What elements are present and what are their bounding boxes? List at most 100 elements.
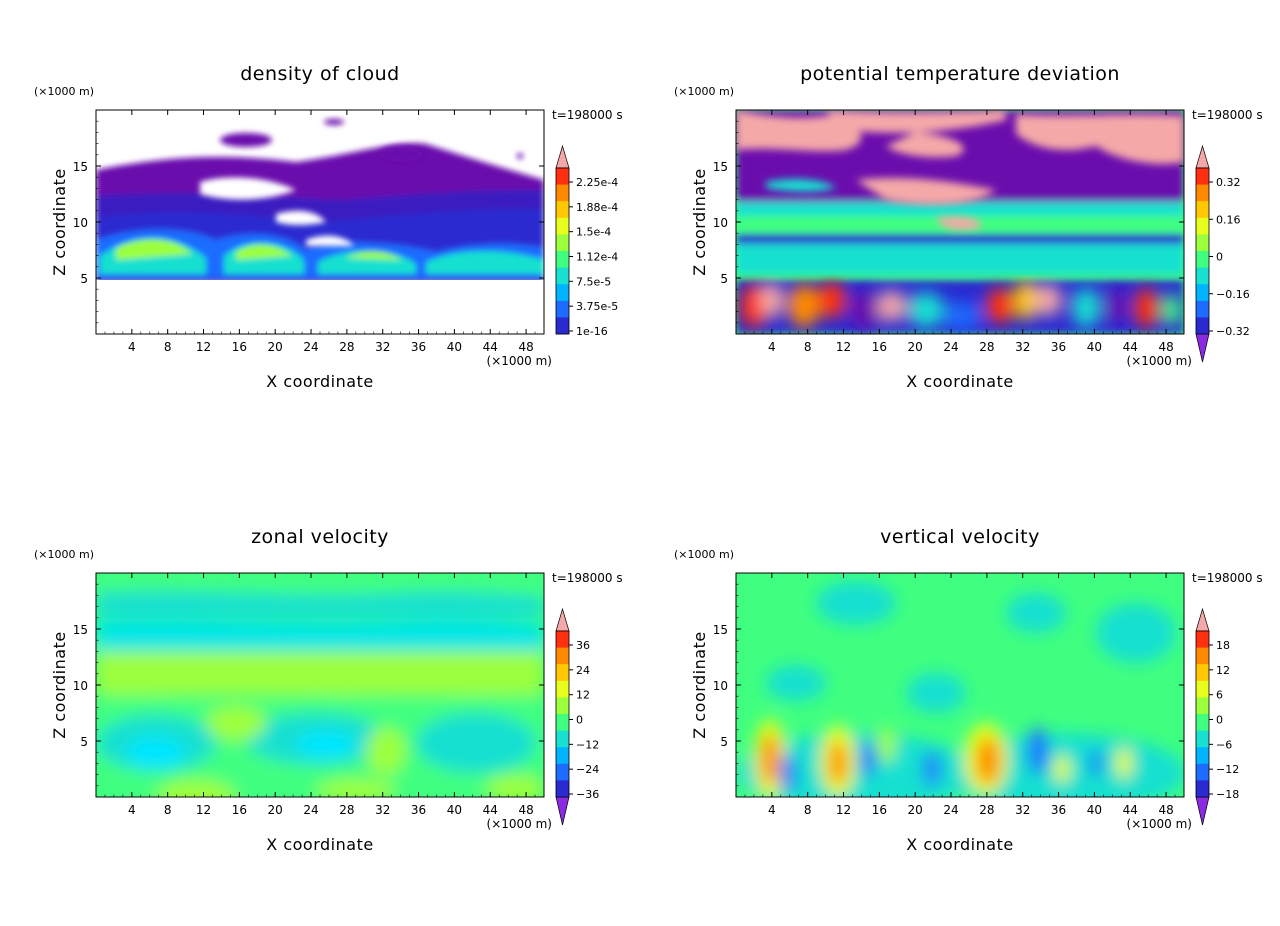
colorbar-band bbox=[556, 317, 569, 335]
colorbar-band bbox=[1196, 217, 1209, 235]
x-tick-label: 4 bbox=[768, 340, 776, 354]
colorbar-label: 6 bbox=[1216, 689, 1223, 702]
colorbar-band bbox=[1196, 267, 1209, 285]
colorbar-band bbox=[556, 184, 569, 202]
colorbar-band bbox=[1196, 747, 1209, 765]
x-tick-label: 48 bbox=[1158, 803, 1173, 817]
time-label: t=198000 s bbox=[552, 571, 623, 585]
x-tick-label: 28 bbox=[979, 803, 994, 817]
x-tick-label: 12 bbox=[196, 803, 211, 817]
x-tick-label: 24 bbox=[943, 803, 958, 817]
colorbar-band bbox=[1196, 201, 1209, 219]
colorbar-label: 0.32 bbox=[1216, 176, 1241, 189]
colorbar-band bbox=[1196, 730, 1209, 748]
colorbar-label: 3.75e-5 bbox=[576, 300, 618, 313]
colorbar-label: −0.32 bbox=[1216, 325, 1250, 338]
colorbar-label: 0 bbox=[576, 714, 583, 727]
colorbar: 36 24 12 0 −12 −24 −36 bbox=[555, 607, 599, 826]
colorbar-band bbox=[556, 234, 569, 252]
y-tick-label: 15 bbox=[73, 160, 88, 174]
y-unit-label: (×1000 m) bbox=[34, 85, 94, 98]
x-tick-label: 28 bbox=[979, 340, 994, 354]
x-tick-label: 24 bbox=[303, 340, 318, 354]
colorbar-band bbox=[556, 730, 569, 748]
colorbar-label: 2.25e-4 bbox=[576, 176, 618, 189]
time-label: t=198000 s bbox=[1192, 571, 1263, 585]
panel-1: density of cloud(×1000 m)t=198000 s4 8 12 1… bbox=[34, 63, 623, 391]
colorbar-frame bbox=[1195, 167, 1210, 335]
colorbar-band bbox=[1196, 763, 1209, 781]
y-unit-label: (×1000 m) bbox=[674, 548, 734, 561]
colorbar-frame bbox=[555, 630, 570, 798]
x-tick-label: 4 bbox=[768, 803, 776, 817]
colorbar-label: 1.5e-4 bbox=[576, 226, 611, 239]
y-unit-label: (×1000 m) bbox=[34, 548, 94, 561]
x-tick-label: 8 bbox=[164, 803, 172, 817]
colorbar-label: 0 bbox=[1216, 251, 1223, 264]
y-tick-label: 15 bbox=[73, 623, 88, 637]
colorbar-label: −12 bbox=[576, 738, 599, 751]
colorbar-bottom-arrow bbox=[555, 796, 570, 826]
x-tick-label: 12 bbox=[836, 803, 851, 817]
x-tick-label: 16 bbox=[232, 340, 247, 354]
time-label: t=198000 s bbox=[552, 108, 623, 122]
x-tick-label: 36 bbox=[1051, 340, 1066, 354]
colorbar-band bbox=[556, 680, 569, 698]
colorbar-band bbox=[556, 763, 569, 781]
time-label: t=198000 s bbox=[1192, 108, 1263, 122]
panel-3: zonal velocity(×1000 m)t=198000 s4 8 12 16 2… bbox=[34, 526, 623, 854]
colorbar-label: 36 bbox=[576, 639, 590, 652]
colorbar-label: 0.16 bbox=[1216, 213, 1241, 226]
x-tick-label: 8 bbox=[164, 340, 172, 354]
colorbar-band bbox=[556, 217, 569, 235]
colorbar-band bbox=[556, 714, 569, 732]
colorbar-label: 1.88e-4 bbox=[576, 201, 618, 214]
x-tick-label: 40 bbox=[1087, 340, 1102, 354]
colorbar-band bbox=[1196, 647, 1209, 665]
x-tick-label: 44 bbox=[1123, 803, 1138, 817]
colorbar-top-arrow bbox=[555, 607, 570, 632]
colorbar-label: −0.16 bbox=[1216, 288, 1250, 301]
x-tick-label: 40 bbox=[1087, 803, 1102, 817]
colorbar-bottom-arrow bbox=[1195, 796, 1210, 826]
x-tick-label: 40 bbox=[447, 340, 462, 354]
y-tick-label: 10 bbox=[73, 216, 88, 230]
y-axis-label: Z coordinate bbox=[50, 168, 69, 275]
colorbar-label: 12 bbox=[576, 689, 590, 702]
x-axis-label: X coordinate bbox=[906, 372, 1013, 391]
x-tick-label: 36 bbox=[1051, 803, 1066, 817]
colorbar-band bbox=[1196, 184, 1209, 202]
panel-2: potential temperature deviation (×1000 m)… bbox=[674, 63, 1263, 391]
colorbar-top-arrow bbox=[555, 144, 570, 169]
colorbar-band bbox=[556, 201, 569, 219]
x-axis-label: X coordinate bbox=[266, 835, 373, 854]
colorbar-label: 0 bbox=[1216, 714, 1223, 727]
panel-title: density of cloud bbox=[240, 63, 400, 85]
x-tick-label: 20 bbox=[908, 803, 923, 817]
y-axis-label: Z coordinate bbox=[690, 631, 709, 738]
x-tick-label: 8 bbox=[804, 803, 812, 817]
colorbar-band bbox=[556, 647, 569, 665]
colorbar: 0.32 0.16 0 −0.16 −0.32 bbox=[1195, 144, 1250, 363]
y-axis-label: Z coordinate bbox=[50, 631, 69, 738]
colorbar-band bbox=[556, 300, 569, 318]
x-tick-label: 16 bbox=[872, 803, 887, 817]
panel-4: vertical velocity(×1000 m)t=198000 s4 8 12… bbox=[674, 526, 1263, 854]
panel-title: potential temperature deviation bbox=[800, 63, 1120, 85]
contour-field bbox=[96, 110, 544, 334]
colorbar-band bbox=[1196, 631, 1209, 649]
x-tick-label: 32 bbox=[1015, 340, 1030, 354]
colorbar-frame bbox=[555, 167, 570, 335]
x-tick-label: 28 bbox=[339, 803, 354, 817]
x-tick-label: 32 bbox=[375, 340, 390, 354]
contour-field bbox=[96, 573, 546, 815]
x-tick-label: 36 bbox=[411, 340, 426, 354]
colorbar-label: −6 bbox=[1216, 738, 1232, 751]
colorbar-band bbox=[556, 284, 569, 302]
colorbar-label: 12 bbox=[1216, 664, 1230, 677]
x-tick-label: 48 bbox=[518, 340, 533, 354]
x-tick-label: 36 bbox=[411, 803, 426, 817]
colorbar: 18 12 6 0 −6 −12 −18 bbox=[1195, 607, 1239, 826]
x-tick-label: 44 bbox=[483, 803, 498, 817]
